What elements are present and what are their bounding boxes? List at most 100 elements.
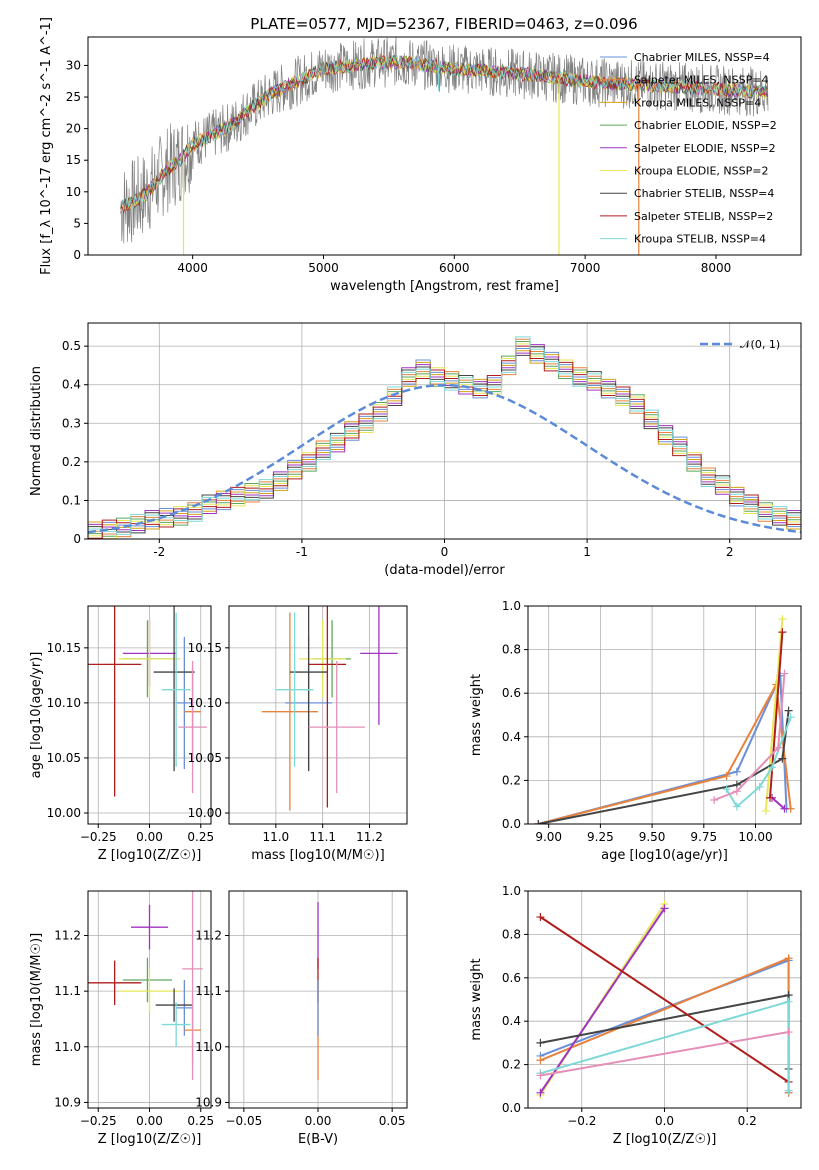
- data-point-marker: [784, 706, 793, 715]
- data-point-marker: [536, 1088, 545, 1097]
- x-tick-label: 9.00: [535, 830, 562, 844]
- y-tick-label: 0.4: [502, 730, 521, 744]
- x-tick-label: 10.00: [738, 830, 772, 844]
- residual-histogram: [88, 345, 801, 539]
- y-axis-label: Normed distribution: [29, 366, 44, 496]
- y-tick-label: 10.10: [188, 696, 222, 710]
- normal-reference-curve: [88, 383, 801, 534]
- y-tick-label: 0: [73, 532, 81, 546]
- x-tick-label: -2: [153, 545, 165, 559]
- plot-frame: [228, 890, 408, 1109]
- y-tick-label: 10.05: [188, 751, 222, 765]
- plot-frame: [87, 890, 212, 1109]
- data-point-marker: [534, 820, 543, 824]
- legend-label: Salpeter ELODIE, NSSP=2: [634, 142, 776, 155]
- data-point-marker: [732, 787, 741, 796]
- data-point-marker: [722, 772, 731, 781]
- data-point-marker: [778, 754, 787, 763]
- x-tick-label: −0.25: [80, 830, 117, 844]
- y-tick-label: 20: [66, 122, 81, 136]
- x-tick-label: −0.25: [80, 1114, 117, 1128]
- y-tick-label: 11.1: [54, 984, 81, 998]
- y-tick-label: 30: [66, 58, 81, 72]
- legend-label: Chabrier STELIB, NSSP=4: [634, 187, 774, 200]
- data-point-marker: [660, 904, 669, 913]
- y-tick-label: 5: [73, 216, 81, 230]
- x-axis-label: Z [log10(Z/Z☉)]: [613, 1132, 717, 1147]
- legend-label: Kroupa MILES, NSSP=4: [634, 96, 761, 109]
- x-tick-label: 0: [441, 545, 449, 559]
- plot-frame: [87, 322, 802, 540]
- x-tick-label: 11.0: [262, 830, 289, 844]
- data-point-marker: [536, 1071, 545, 1080]
- weight-vs-age-panel: 9.00 9.25 9.50 9.75 10.00 0.0 0.2 0.4 0.6 0.8 1.0 a…: [469, 599, 802, 863]
- mass-vs-ebv-panel: −0.05 0.00 0.05 10.9 11.0 11.1 11.2 E(B-V): [195, 890, 408, 1147]
- legend-label: Chabrier MILES, NSSP=4: [634, 51, 770, 64]
- legend-label: 𝒩(0, 1): [740, 338, 780, 351]
- y-tick-label: 1.0: [502, 884, 521, 898]
- y-tick-label: 10.10: [47, 696, 81, 710]
- y-tick-label: 0.1: [62, 493, 81, 507]
- y-tick-label: 10.00: [188, 806, 222, 820]
- plot-area: [120, 37, 769, 255]
- y-tick-label: 10.9: [195, 1095, 222, 1109]
- weight-line: [539, 916, 790, 1083]
- age-vs-Z-panel: −0.25 0.00 0.25 10.00 10.05 10.10 10.15 Z [log1…: [29, 605, 214, 863]
- y-tick-label: 0.2: [502, 1058, 521, 1072]
- data-point-marker: [784, 1086, 793, 1095]
- legend-label: Kroupa ELODIE, NSSP=2: [634, 165, 768, 178]
- x-tick-label: 11.1: [309, 830, 336, 844]
- x-axis-label: Z [log10(Z/Z☉)]: [98, 848, 202, 863]
- weight-line: [539, 907, 666, 1094]
- x-tick-label: 0.00: [136, 1114, 163, 1128]
- y-tick-label: 0.8: [502, 927, 521, 941]
- plot-area: [534, 615, 795, 824]
- plot-frame: [87, 605, 212, 825]
- y-tick-label: 0.4: [62, 378, 81, 392]
- y-tick-label: 11.2: [54, 929, 81, 943]
- data-point-marker: [774, 743, 783, 752]
- data-point-marker: [722, 785, 731, 794]
- plot-area: [88, 891, 203, 1081]
- plot-area: [536, 900, 793, 1099]
- legend-label: Salpeter MILES, NSSP=4: [634, 74, 768, 87]
- x-tick-label: 0.25: [187, 1114, 214, 1128]
- y-tick-label: 0: [73, 248, 81, 262]
- data-point-marker: [786, 713, 795, 722]
- weight-line: [540, 1031, 789, 1077]
- x-tick-label: 0.05: [379, 1114, 406, 1128]
- data-point-marker: [784, 954, 793, 963]
- y-axis-label: mass weight: [469, 674, 484, 756]
- weight-line: [538, 675, 788, 824]
- data-point-marker: [761, 806, 770, 815]
- y-tick-label: 0.2: [62, 455, 81, 469]
- plot-frame: [527, 605, 802, 825]
- x-tick-label: 0.00: [136, 830, 163, 844]
- model-spectrum: [120, 54, 768, 210]
- y-tick-label: 0.6: [502, 971, 521, 985]
- x-tick-label: 5000: [308, 261, 339, 275]
- y-tick-label: 15: [66, 153, 81, 167]
- model-spectrum: [120, 54, 768, 210]
- y-tick-label: 0.0: [502, 817, 521, 831]
- spectrum-panel: 4000 5000 6000 7000 8000 0 5 10 15 20 25 30 waveleng…: [39, 17, 802, 294]
- data-point-marker: [710, 796, 719, 805]
- x-axis-label: (data-model)/error: [384, 563, 505, 578]
- y-tick-label: 10.05: [47, 751, 81, 765]
- y-tick-label: 0.6: [502, 686, 521, 700]
- weight-line: [764, 619, 784, 811]
- weight-line: [538, 681, 792, 824]
- plot-frame: [228, 605, 408, 825]
- y-tick-label: 0.0: [502, 1101, 521, 1115]
- y-tick-label: 0.2: [502, 773, 521, 787]
- y-tick-label: 11.0: [54, 1040, 81, 1054]
- legend-label: Chabrier ELODIE, NSSP=2: [634, 119, 777, 132]
- y-tick-label: 0.3: [62, 416, 81, 430]
- x-tick-label: 0.2: [738, 1114, 757, 1128]
- data-point-marker: [778, 628, 787, 637]
- y-axis-label: mass weight: [469, 958, 484, 1040]
- data-point-marker: [732, 767, 741, 776]
- x-tick-label: 0.0: [655, 1114, 674, 1128]
- weight-vs-Z-panel: −0.2 0.0 0.2 0.0 0.2 0.4 0.6 0.8 1.0 Z [log10(Z/Z…: [469, 884, 802, 1147]
